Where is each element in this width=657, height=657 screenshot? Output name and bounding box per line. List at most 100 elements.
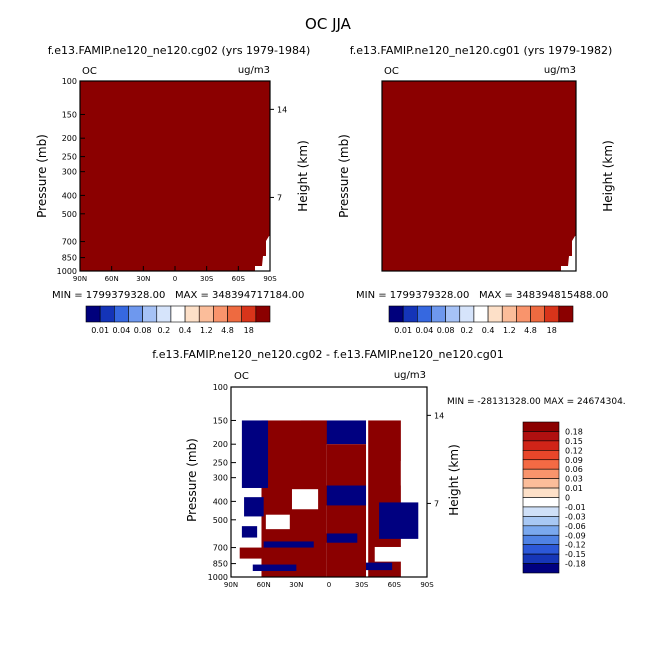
panel-title: f.e13.FAMIP.ne120_ne120.cg01 (yrs 1979-1… xyxy=(350,44,613,57)
legend-label: 0.15 xyxy=(565,437,583,446)
field-region-neg xyxy=(241,420,269,488)
field-region-neg xyxy=(379,502,419,539)
legend-swatch xyxy=(522,497,560,508)
panel-title: f.e13.FAMIP.ne120_ne120.cg02 (yrs 1979-1… xyxy=(48,44,311,57)
colorbar-swatch xyxy=(402,305,418,323)
x-tick-label: 90S xyxy=(420,581,434,589)
shared-colorbar: 0.01 0.04 0.08 0.2 0.4 1.2 4.8 18 0.01 0.04 0.08 0.… xyxy=(85,305,574,335)
x-tick-label: 30S xyxy=(355,581,369,589)
y-tick-label: 150 xyxy=(213,416,228,425)
colorbar-label: 1.2 xyxy=(200,326,213,335)
x-tick-label: 60S xyxy=(232,275,246,283)
colorbar-swatch xyxy=(241,305,257,323)
colorbar-label: 18 xyxy=(547,326,557,335)
colorbar-label: 0.01 xyxy=(91,326,109,335)
y-tick-label: 1000 xyxy=(57,267,77,276)
plot-frame xyxy=(230,386,428,578)
field-region-neg xyxy=(359,562,393,571)
legend-label: -0.03 xyxy=(565,512,586,521)
y-tick-label: 400 xyxy=(213,497,228,506)
y-tick-label: 200 xyxy=(213,440,228,449)
height-tick-label: 7 xyxy=(277,193,282,202)
panel-top-left: f.e13.FAMIP.ne120_ne120.cg02 (yrs 1979-1… xyxy=(35,44,310,301)
legend-swatch xyxy=(522,450,560,461)
panel-difference: f.e13.FAMIP.ne120_ne120.cg02 - f.e13.FAM… xyxy=(152,348,626,578)
legend-label: 0 xyxy=(565,494,570,503)
y-axis-right: 14 7 xyxy=(270,105,287,202)
panel-title: f.e13.FAMIP.ne120_ne120.cg02 - f.e13.FAM… xyxy=(152,348,504,361)
x-axis: 90N 60N 30N 0 30S 60S 90S xyxy=(73,266,277,283)
x-tick-label: 0 xyxy=(173,275,177,283)
colorbar-swatch xyxy=(128,305,143,323)
height-tick-label: 14 xyxy=(434,411,444,420)
legend-swatch xyxy=(522,421,560,432)
units-label: ug/m3 xyxy=(544,65,576,76)
units-label: ug/m3 xyxy=(394,370,426,381)
variable-label: OC xyxy=(384,66,399,77)
colorbar-label: 0.04 xyxy=(415,326,433,335)
field-region-neg xyxy=(263,541,314,548)
colorbar-swatch xyxy=(459,305,475,323)
colorbar-swatch xyxy=(142,305,158,323)
y-tick-label: 300 xyxy=(213,474,228,483)
y-tick-label: 700 xyxy=(62,238,77,247)
heatmap-gap xyxy=(255,236,270,271)
x-tick-label: 30N xyxy=(136,275,150,283)
legend-swatch xyxy=(522,563,560,574)
legend-label: -0.06 xyxy=(565,522,586,531)
x-tick-label: 60N xyxy=(105,275,119,283)
max-label: MAX = 348394717184.00 xyxy=(175,290,304,301)
colorbar-swatch xyxy=(227,305,242,323)
y-axis-title: Pressure (mb) xyxy=(35,134,49,218)
field-region-pos xyxy=(326,444,367,577)
difference-colorbar: 0.180.150.120.090.060.030.010-0.01-0.03-… xyxy=(522,421,586,574)
legend-swatch xyxy=(522,468,560,479)
legend-label: 0.12 xyxy=(565,446,583,455)
colorbar-swatch xyxy=(487,305,503,323)
x-tick-label: 90N xyxy=(73,275,87,283)
y-tick-label: 500 xyxy=(213,516,228,525)
y-tick-label: 1000 xyxy=(208,573,228,582)
height-tick-label: 14 xyxy=(277,105,287,114)
colorbar-swatch xyxy=(501,305,517,323)
right-axis-title: Height (km) xyxy=(601,140,615,211)
y-axis-right: 14 7 xyxy=(427,411,444,508)
legend-swatch xyxy=(522,431,560,442)
colorbar-swatch xyxy=(530,305,545,323)
legend-swatch xyxy=(522,553,560,564)
minmax-label: MIN = -28131328.00 MAX = 24674304. xyxy=(447,397,626,407)
colorbar-swatch xyxy=(255,305,271,323)
colorbar-swatch xyxy=(156,305,172,323)
legend-label: -0.15 xyxy=(565,550,586,559)
y-axis-left: 100 150 200 250 300 400 500 700 850 1000 xyxy=(208,383,236,582)
y-tick-label: 850 xyxy=(62,254,77,263)
legend-label: -0.18 xyxy=(565,560,586,569)
legend-label: -0.01 xyxy=(565,503,586,512)
field-region-pos xyxy=(239,547,264,559)
field-region-neg xyxy=(252,564,297,572)
colorbar-label: 0.4 xyxy=(482,326,495,335)
y-tick-label: 100 xyxy=(62,77,77,86)
x-tick-label: 60S xyxy=(388,581,402,589)
y-tick-label: 300 xyxy=(62,168,77,177)
x-tick-label: 30N xyxy=(289,581,303,589)
colorbar-swatch xyxy=(184,305,200,323)
min-label: MIN = 1799379328.00 xyxy=(52,290,165,301)
field-region-zero xyxy=(400,460,419,486)
colorbar-swatch xyxy=(85,305,101,323)
x-tick-label: 90S xyxy=(263,275,277,283)
min-label: MIN = 1799379328.00 xyxy=(356,290,469,301)
legend-label: 0.01 xyxy=(565,484,583,493)
colorbar-swatch xyxy=(388,305,404,323)
heatmap-field xyxy=(80,81,270,271)
figure-title: OC JJA xyxy=(305,15,352,33)
colorbar-label: 1.2 xyxy=(503,326,516,335)
colorbar-swatch xyxy=(431,305,446,323)
legend-label: 0.18 xyxy=(565,427,583,436)
colorbar-swatch xyxy=(417,305,432,323)
colorbar-swatch xyxy=(114,305,129,323)
max-label: MAX = 348394815488.00 xyxy=(479,290,608,301)
y-tick-label: 200 xyxy=(62,134,77,143)
colorbar-label: 18 xyxy=(244,326,254,335)
